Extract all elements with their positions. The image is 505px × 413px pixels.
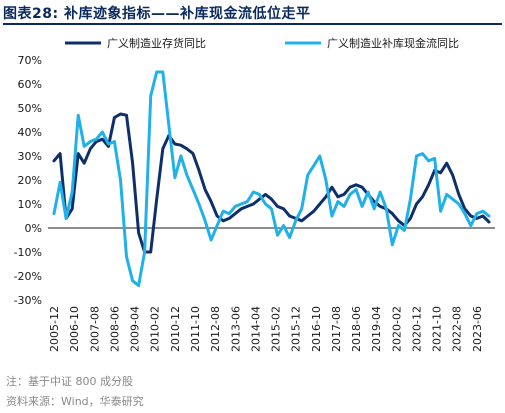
y-tick-label: 60% (18, 78, 42, 91)
series-lines (52, 70, 491, 288)
y-tick-label: 40% (18, 126, 42, 139)
x-tick-label: 2019-04 (370, 306, 383, 352)
x-tick-label: 2010-12 (169, 306, 182, 352)
footnote: 注：基于中证 800 成分股 (6, 375, 133, 388)
y-tick-label: 10% (18, 198, 42, 211)
series-line-1 (52, 112, 491, 254)
x-tick-label: 2018-06 (350, 306, 363, 352)
x-tick-label: 2020-02 (390, 306, 403, 352)
x-tick-label: 2007-08 (88, 306, 101, 352)
x-tick-label: 2021-10 (431, 306, 444, 352)
x-tick-label: 2008-06 (108, 306, 121, 352)
y-tick-label: -20% (14, 270, 42, 283)
y-tick-label: 50% (18, 102, 42, 115)
x-tick-label: 2023-06 (471, 306, 484, 352)
x-tick-label: 2011-10 (189, 306, 202, 352)
x-tick-label: 2017-08 (330, 306, 343, 352)
y-tick-label: 20% (18, 174, 42, 187)
legend: 广义制造业存货同比 广义制造业补库现金流同比 (65, 36, 459, 50)
x-tick-label: 2022-08 (451, 306, 464, 352)
legend-label: 广义制造业补库现金流同比 (327, 36, 459, 50)
x-tick-label: 2013-06 (229, 306, 242, 352)
x-tick-label: 2016-10 (310, 306, 323, 352)
y-tick-label: 70% (18, 54, 42, 67)
x-tick-label: 2009-04 (129, 306, 142, 352)
x-tick-label: 2005-12 (48, 306, 61, 352)
x-tick-label: 2006-10 (68, 306, 81, 352)
x-tick-label: 2010-02 (149, 306, 162, 352)
x-tick-label: 2020-12 (410, 306, 423, 352)
x-tick-label: 2015-12 (290, 306, 303, 352)
source-note: 资料来源：Wind，华泰研究 (6, 395, 144, 408)
figure-label: 图表28: (3, 6, 59, 22)
y-tick-label: -30% (14, 294, 42, 307)
figure-title-text: 补库迹象指标——补库现金流低位走平 (63, 6, 311, 22)
x-axis: 2005-12 2006-10 2007-08 2008-06 2009-04 2010-… (48, 227, 495, 352)
y-tick-label: 30% (18, 150, 42, 163)
y-axis: 70% 60% 50% 40% 30% 20% 10% 0% -10% -20% -30% (14, 54, 42, 307)
series-line-2 (52, 70, 491, 288)
x-tick-label: 2014-04 (249, 306, 262, 352)
x-tick-label: 2012-08 (209, 306, 222, 352)
x-tick-label: 2015-02 (270, 306, 283, 352)
legend-label: 广义制造业存货同比 (107, 36, 206, 50)
y-tick-label: -10% (14, 246, 42, 259)
y-tick-label: 0% (25, 222, 42, 235)
title-rule (3, 23, 502, 25)
figure-title: 图表28: 补库迹象指标——补库现金流低位走平 (3, 3, 310, 23)
